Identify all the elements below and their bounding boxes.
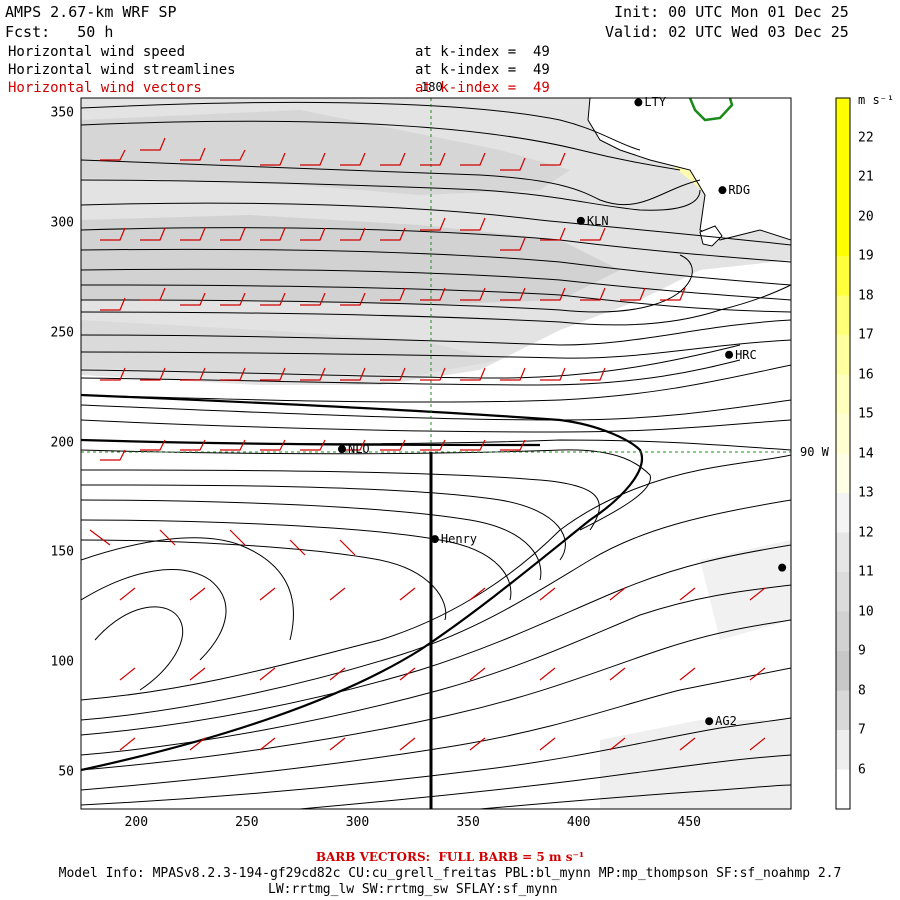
colorbar-level-label: 14 xyxy=(858,446,874,461)
colorbar-level-label: 17 xyxy=(858,327,874,343)
station-dot xyxy=(778,563,787,572)
barb-caption: BARB VECTORS: FULL BARB = 5 m s⁻¹ xyxy=(315,850,585,864)
station-dot xyxy=(634,98,643,107)
colorbar-unit: m s⁻¹ xyxy=(858,93,895,107)
colorbar-segment xyxy=(836,453,850,494)
colorbar-segment xyxy=(836,335,850,375)
colorbar-segment xyxy=(836,730,850,770)
station-label: Henry xyxy=(440,532,478,547)
green-contour xyxy=(688,98,734,122)
station-dot xyxy=(718,186,727,195)
colorbar-segment xyxy=(836,177,850,217)
station-label: RDG xyxy=(728,183,751,198)
station-markers xyxy=(337,98,787,726)
colorbar-segment xyxy=(836,611,850,652)
x-tick: 250 xyxy=(235,815,259,830)
y-tick: 200 xyxy=(50,435,74,451)
station-dot xyxy=(430,535,439,544)
model-info: Model Info: MPASv8.2.3-194-gf29cd82c CU:… xyxy=(58,866,842,881)
station-label: LTY xyxy=(644,95,667,110)
colorbar-level-label: 19 xyxy=(858,248,874,264)
field-name-streamlines: Horizontal wind streamlines xyxy=(8,62,236,78)
x-tick: 400 xyxy=(566,815,591,830)
y-tick: 300 xyxy=(50,215,74,231)
y-tick: 250 xyxy=(50,325,74,341)
colorbar-level-label: 11 xyxy=(858,564,874,580)
station-dot xyxy=(337,445,346,454)
colorbar-segment xyxy=(836,216,850,257)
x-tick: 450 xyxy=(677,815,701,830)
colorbar-segment xyxy=(836,769,850,810)
station-dot xyxy=(705,717,714,726)
wind-speed-shading-band2 xyxy=(81,320,500,375)
field-name-speed: Horizontal wind speed xyxy=(8,44,186,60)
field-level-streamlines: at k-index = 49 xyxy=(415,62,550,78)
wind-speed-shading-southeast xyxy=(700,540,791,640)
colorbar-level-label: 12 xyxy=(858,525,874,540)
colorbar-segment xyxy=(836,295,850,336)
colorbar-segment xyxy=(836,137,850,178)
colorbar-level-label: 15 xyxy=(858,406,874,422)
station-label: HRC xyxy=(735,347,757,362)
parallel-label: 90 W xyxy=(800,445,829,459)
wind-speed-shading-band xyxy=(81,215,620,305)
valid-time: Valid: 02 UTC Wed 03 Dec 25 xyxy=(605,23,849,41)
station-dot xyxy=(725,350,734,359)
colorbar-level-label: 10 xyxy=(858,604,874,619)
colorbar-segment xyxy=(836,651,850,691)
colorbar-segment xyxy=(836,256,850,296)
colorbar-level-label: 8 xyxy=(858,683,866,698)
colorbar-frame xyxy=(835,97,851,810)
station-label: AG2 xyxy=(715,714,737,729)
colorbar-segment xyxy=(836,690,850,731)
streamlines-bold xyxy=(81,393,643,772)
init-time: Init: 00 UTC Mon 01 Dec 25 xyxy=(614,3,849,21)
colorbar-segment xyxy=(836,414,850,454)
field-level-vectors: at k-index = 49 xyxy=(415,80,550,96)
y-tick: 50 xyxy=(58,764,74,780)
forecast-hour: Fcst: 50 h xyxy=(5,23,114,41)
y-tick: 350 xyxy=(50,105,74,121)
colorbar-level-label: 16 xyxy=(858,367,874,382)
x-tick: 200 xyxy=(124,815,149,830)
colorbar-level-label: 7 xyxy=(858,722,866,738)
station-label: NLO xyxy=(347,442,370,457)
coastline xyxy=(587,98,791,241)
colorbar-level-label: 22 xyxy=(858,130,874,145)
station-label: KLN xyxy=(586,213,609,228)
station-dot xyxy=(576,216,585,225)
colorbar-level-label: 13 xyxy=(858,485,874,501)
colorbar-level-label: 18 xyxy=(858,288,874,303)
x-tick: 300 xyxy=(345,815,370,830)
colorbar-segment xyxy=(836,374,850,415)
y-tick: 100 xyxy=(50,654,74,670)
colorbar-segment xyxy=(836,493,850,533)
colorbar xyxy=(836,98,850,810)
colorbar-segment xyxy=(836,532,850,573)
field-level-speed: at k-index = 49 xyxy=(415,44,550,60)
model-title: AMPS 2.67-km WRF SP xyxy=(5,3,177,21)
x-tick: 350 xyxy=(456,815,480,830)
model-info-2: LW:rrtmg_lw SW:rrtmg_sw SFLAY:sf_mynn xyxy=(268,882,558,897)
colorbar-level-label: 9 xyxy=(858,643,866,659)
colorbar-level-label: 21 xyxy=(858,169,874,185)
coastline-island xyxy=(699,225,723,247)
colorbar-segment xyxy=(836,572,850,612)
y-tick: 150 xyxy=(50,544,74,560)
colorbar-level-label: 6 xyxy=(858,762,866,777)
wind-barbs xyxy=(89,137,766,751)
colorbar-level-label: 20 xyxy=(858,209,874,224)
field-name-vectors: Horizontal wind vectors xyxy=(8,80,202,96)
colorbar-segment xyxy=(836,98,850,138)
meridian-label: 180 xyxy=(421,80,443,94)
plot-frame xyxy=(80,97,792,810)
